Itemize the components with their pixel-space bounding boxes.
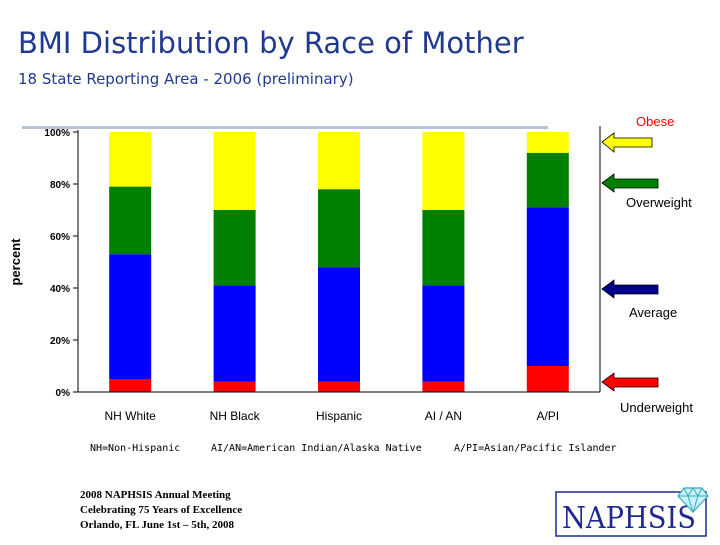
x-category-label: NH Black — [210, 409, 261, 423]
bar-segment-average — [422, 285, 465, 382]
bar-stacks — [109, 132, 569, 392]
bar-segment-obese — [109, 132, 152, 187]
y-tick-label: 60% — [50, 232, 70, 243]
naphsis-logo: NAPHSIS — [552, 478, 720, 540]
footer-line-1: 2008 NAPHSIS Annual Meeting — [80, 489, 231, 501]
page-subtitle: 18 State Reporting Area - 2006 (prelimin… — [18, 70, 354, 88]
naphsis-logo-art: NAPHSIS — [555, 487, 709, 537]
y-axis-ticks: 0% 20% 40% 60% 80% 100% — [44, 128, 78, 399]
x-axis-categories: NH White NH Black Hispanic AI / AN A/PI — [105, 409, 560, 423]
legend-label-overweight: Overweight — [626, 195, 692, 210]
bar-segment-overweight — [109, 186, 152, 255]
bar-segment-overweight — [213, 210, 256, 286]
note-api: A/PI=Asian/Pacific Islander — [454, 443, 617, 454]
footer-meeting-info: 2008 NAPHSIS Annual Meeting Celebrating … — [80, 488, 242, 533]
bar-segment-obese — [213, 132, 256, 210]
bar-segment-overweight — [318, 189, 360, 268]
bar-segment-average — [318, 267, 360, 382]
legend-arrow-average — [601, 279, 659, 299]
bar-segment-obese — [422, 132, 465, 210]
footer-line-2: Celebrating 75 Years of Excellence — [80, 504, 243, 516]
legend-arrow-overweight — [601, 173, 659, 193]
bar-segment-average — [109, 254, 152, 379]
legend-arrow-obese — [601, 132, 653, 153]
page-title: BMI Distribution by Race of Mother — [18, 26, 524, 60]
x-category-label: NH White — [105, 409, 157, 423]
legend-label-average: Average — [629, 305, 677, 320]
bar-segment-obese — [526, 132, 569, 153]
bar-segment-underweight — [109, 379, 152, 392]
y-tick-label: 20% — [50, 336, 70, 347]
legend-label-obese: Obese — [636, 114, 674, 129]
bar-segment-underweight — [318, 381, 360, 392]
logo-wordmark: NAPHSIS — [562, 501, 696, 536]
bar-segment-overweight — [422, 210, 465, 286]
y-tick-label: 100% — [44, 128, 70, 139]
y-tick-label: 0% — [56, 388, 71, 399]
bar-segment-average — [526, 207, 569, 366]
note-nh: NH=Non-Hispanic — [90, 443, 180, 454]
bar-segment-overweight — [526, 152, 569, 208]
x-category-label: AI / AN — [425, 409, 462, 423]
y-tick-label: 80% — [50, 180, 70, 191]
bar-segment-underweight — [213, 381, 256, 392]
diamond-icon — [677, 487, 709, 514]
legend: Obese Overweight Average Underweight — [601, 114, 693, 415]
x-category-label: Hispanic — [316, 409, 362, 423]
note-aian: AI/AN=American Indian/Alaska Native — [211, 443, 422, 454]
footer-line-3: Orlando, FL June 1st – 5th, 2008 — [80, 519, 235, 531]
bar-segment-underweight — [526, 366, 569, 392]
bar-segment-underweight — [422, 381, 465, 392]
bar-segment-average — [213, 285, 256, 382]
title-divider — [22, 126, 548, 129]
bmi-stacked-bar-chart: percent 0% 20% 40% 60% 80% 100% NH White NH Bl… — [8, 114, 693, 454]
bar-segment-obese — [318, 132, 360, 190]
y-tick-label: 40% — [50, 284, 70, 295]
legend-label-underweight: Underweight — [620, 400, 693, 415]
x-category-label: A/PI — [536, 409, 559, 423]
legend-arrow-underweight — [601, 372, 659, 392]
y-axis-label: percent — [8, 238, 23, 286]
